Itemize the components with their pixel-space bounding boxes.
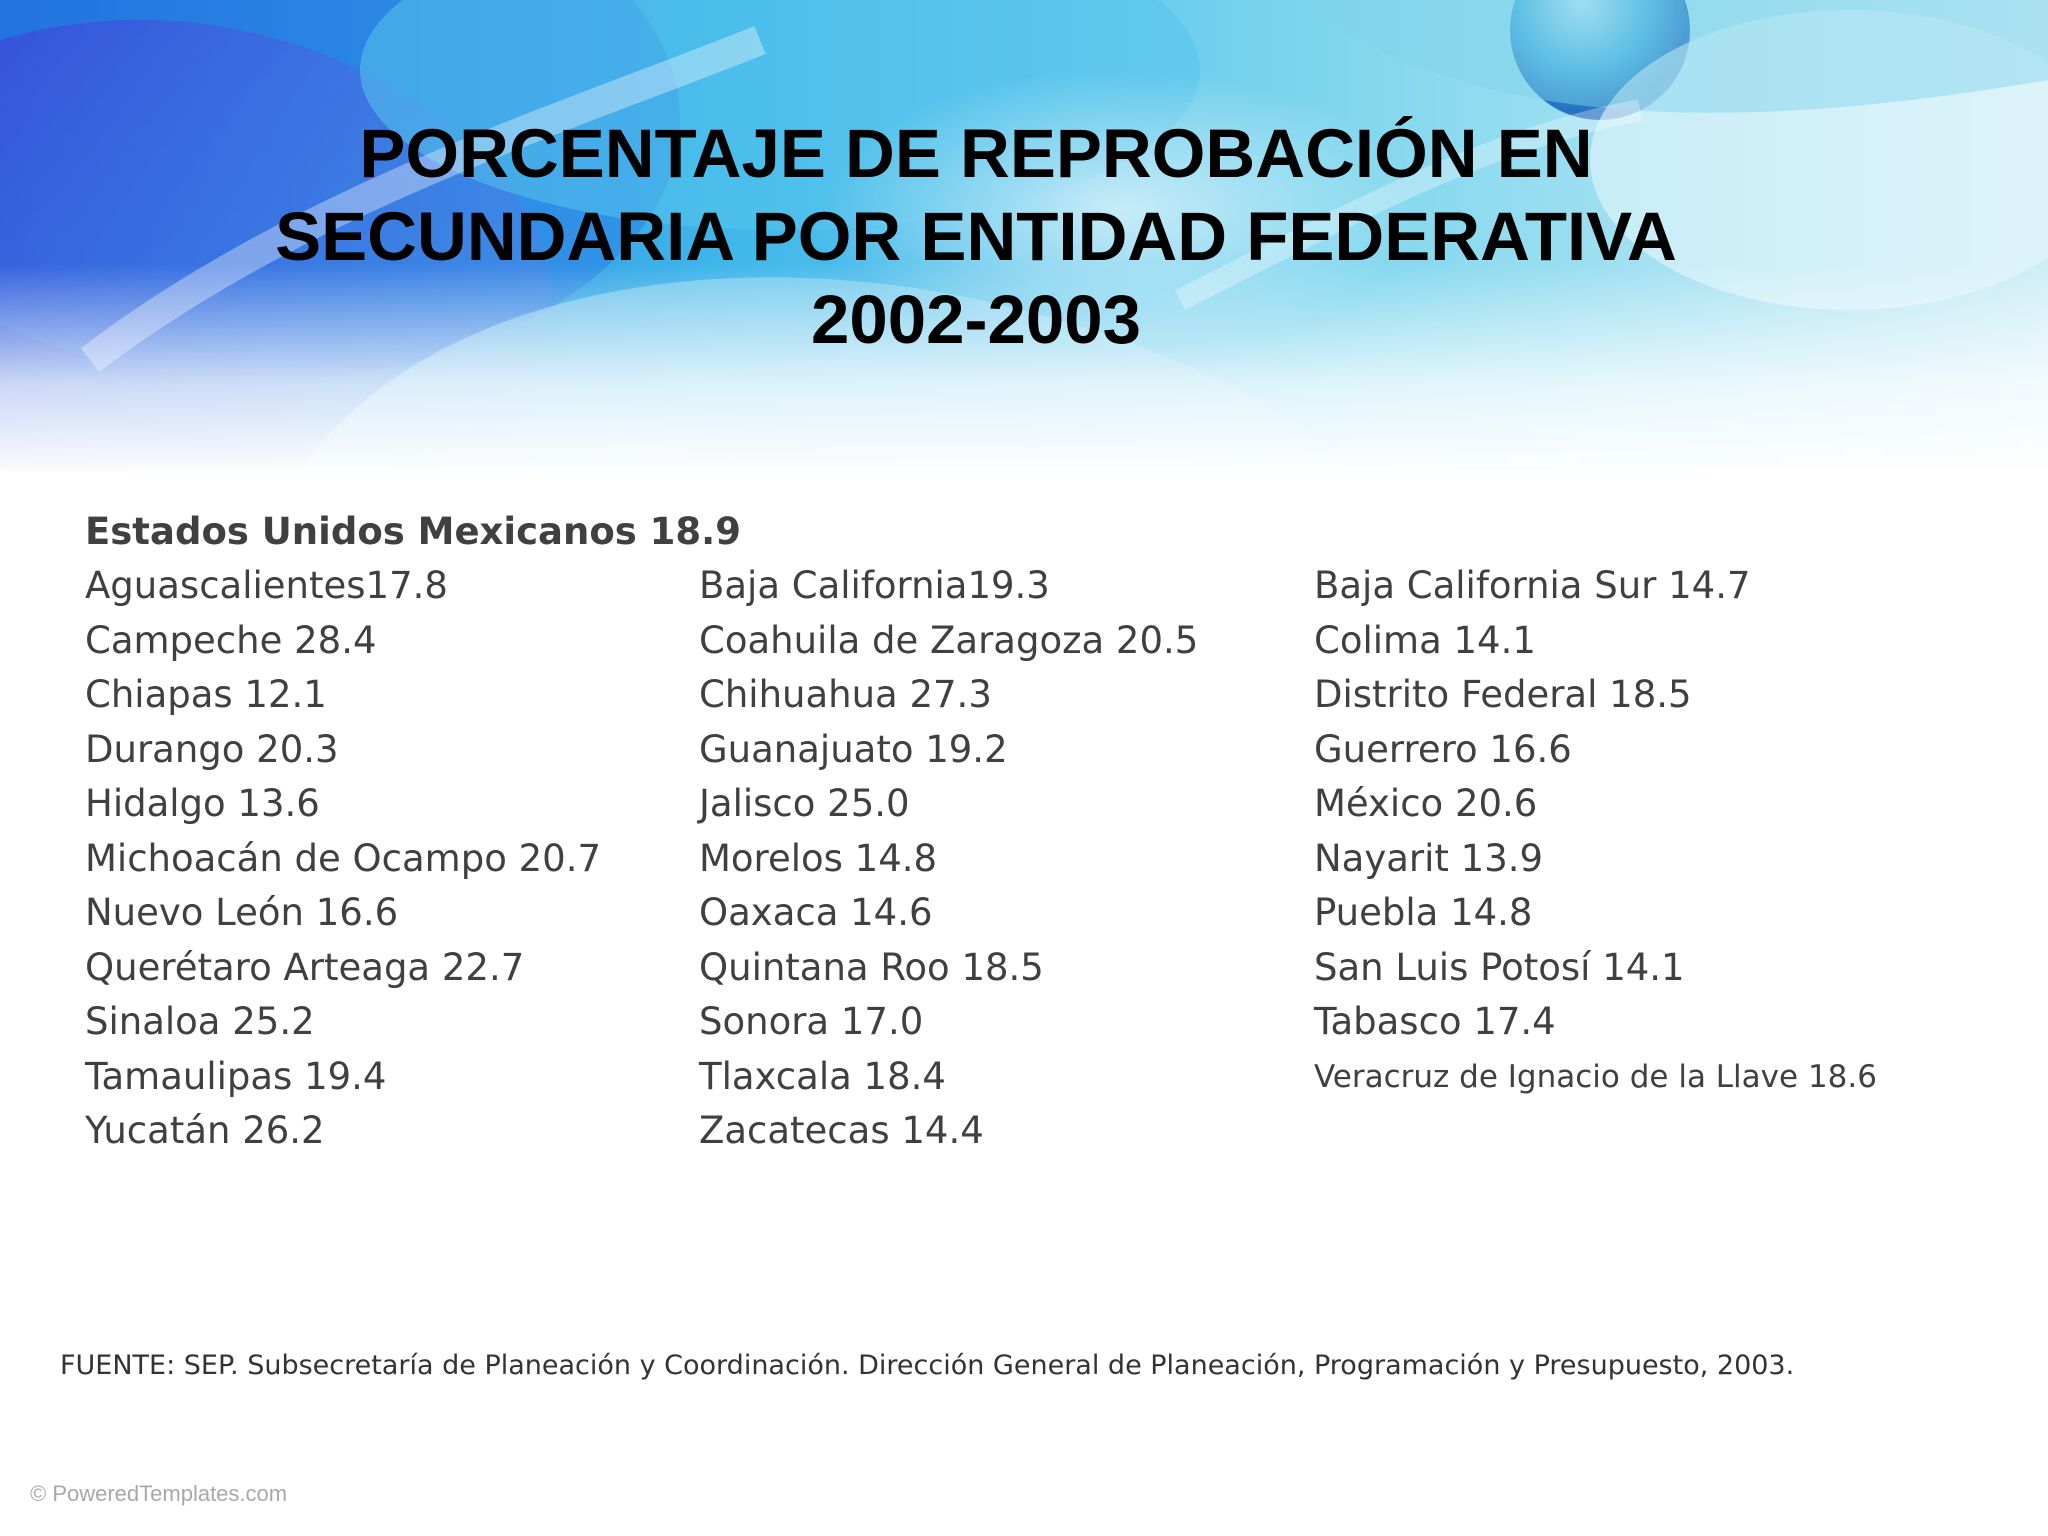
title-line-2: SECUNDARIA POR ENTIDAD FEDERATIVA [275,198,1677,275]
state-entry: Guanajuato 19.2 [699,727,1008,771]
state-entry: México 20.6 [1314,782,1538,825]
state-entry: Aguascalientes17.8 [85,564,448,607]
national-total: Estados Unidos Mexicanos 18.9 [85,510,741,553]
state-entry: Jalisco 25.0 [699,782,910,825]
state-entry: Tamaulipas 19.4 [85,1054,387,1098]
state-entry: Distrito Federal 18.5 [1314,673,1692,716]
slide-title: PORCENTAJE DE REPROBACIÓN EN SECUNDARIA … [200,112,1752,361]
state-entry: Baja California19.3 [699,564,1050,607]
states-column-2: Baja California19.3 Coahuila de Zaragoza… [699,559,1198,1159]
state-entry: Oaxaca 14.6 [699,891,933,934]
watermark-text: © PoweredTemplates.com [30,1481,288,1506]
state-entry: Morelos 14.8 [699,836,938,880]
state-entry: Zacatecas 14.4 [699,1109,984,1152]
state-entry: Nayarit 13.9 [1314,836,1544,880]
state-entry: Sinaloa 25.2 [85,1000,315,1043]
title-line-3: 2002-2003 [811,281,1141,358]
state-entry: Tabasco 17.4 [1314,1000,1556,1043]
state-entry: Querétaro Arteaga 22.7 [85,945,525,989]
state-entry: Coahuila de Zaragoza 20.5 [699,618,1199,662]
state-entry: Quintana Roo 18.5 [699,945,1044,989]
header-fade-overlay [0,0,2048,480]
states-column-1: Aguascalientes17.8 Campeche 28.4 Chiapas… [85,559,601,1159]
state-entry: Hidalgo 13.6 [85,782,320,825]
source-footnote: FUENTE: SEP. Subsecretaría de Planeación… [60,1350,1795,1381]
state-entry: Puebla 14.8 [1314,891,1533,934]
state-entry: Tlaxcala 18.4 [699,1054,946,1098]
title-line-1: PORCENTAJE DE REPROBACIÓN EN [359,115,1593,192]
state-entry: Michoacán de Ocampo 20.7 [85,836,601,880]
state-entry: San Luis Potosí 14.1 [1314,945,1685,989]
state-entry: Yucatán 26.2 [85,1109,325,1152]
state-entry: Veracruz de Ignacio de la Llave 18.6 [1314,1058,1877,1095]
state-entry: Chihuahua 27.3 [699,673,992,716]
state-entry: Sonora 17.0 [699,1000,924,1043]
state-entry: Nuevo León 16.6 [85,891,399,934]
states-column-3: Baja California Sur 14.7 Colima 14.1 Dis… [1314,559,1877,1104]
state-entry: Baja California Sur 14.7 [1314,564,1751,607]
state-entry: Durango 20.3 [85,727,339,771]
state-entry: Guerrero 16.6 [1314,727,1572,771]
state-entry: Campeche 28.4 [85,618,377,662]
state-entry: Colima 14.1 [1314,618,1536,662]
state-entry: Chiapas 12.1 [85,673,327,716]
